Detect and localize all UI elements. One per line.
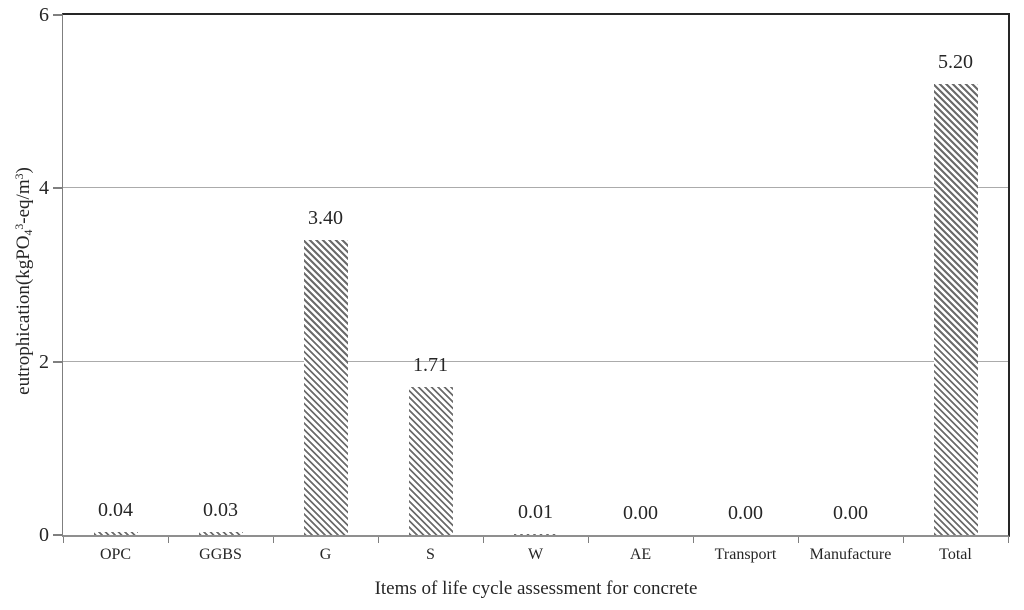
y-axis-tick-label: 2 — [39, 350, 49, 373]
x-axis-tick — [693, 537, 694, 543]
value-label: 5.20 — [938, 51, 973, 74]
gridline — [63, 360, 1008, 362]
category-label-ae: AE — [629, 546, 652, 563]
value-label: 0.00 — [623, 502, 658, 524]
y-axis-label: eutrophication(kgPO43-eq/m3) — [8, 121, 35, 441]
category-label-total: Total — [939, 546, 972, 563]
value-label: 0.03 — [203, 499, 238, 522]
y-axis-tick — [53, 187, 62, 190]
x-axis-tick — [168, 537, 169, 543]
y-axis-tick — [53, 14, 62, 16]
plot-area: 0.04 0.03 3.40 1.71 0.01 0.00 0.00 0.00 5.20 — [62, 13, 1010, 537]
x-axis-tick — [483, 537, 484, 543]
x-axis-tick — [903, 537, 904, 543]
y-axis-tick — [53, 534, 62, 536]
value-label: 0.00 — [833, 502, 868, 524]
category-label-transport: Transport — [714, 546, 777, 563]
category-label-opc: OPC — [99, 546, 132, 563]
y-axis-label-text: ) — [12, 167, 34, 174]
bar-opc — [93, 531, 138, 535]
value-label: 0.01 — [518, 501, 553, 524]
category-label-g: G — [319, 546, 332, 563]
x-axis-tick — [1008, 537, 1009, 543]
value-label: 3.40 — [308, 207, 343, 230]
y-axis-tick — [53, 360, 62, 363]
y-axis-tick-label: 4 — [39, 177, 49, 200]
x-axis-tick — [273, 537, 274, 543]
x-axis-tick — [63, 537, 64, 543]
value-label: 0.00 — [728, 502, 763, 524]
y-axis-label-superscript: 3 — [13, 223, 26, 230]
bar-s — [408, 386, 453, 535]
value-label: 0.04 — [98, 498, 133, 521]
x-axis-title: Items of life cycle assessment for concr… — [374, 578, 698, 599]
category-label-ggbs: GGBS — [199, 546, 242, 563]
category-label-manufacture: Manufacture — [809, 546, 892, 563]
x-axis-tick — [378, 537, 379, 543]
category-label-w: W — [527, 546, 544, 563]
y-axis-tick-label: 0 — [39, 524, 49, 546]
category-label-s: S — [426, 546, 435, 563]
bar-ggbs — [198, 532, 243, 535]
value-label: 1.71 — [413, 353, 448, 376]
y-axis-tick-label: 6 — [39, 4, 49, 26]
bar-total — [933, 84, 978, 535]
gridline — [63, 187, 1008, 189]
bar-w — [513, 534, 558, 535]
bar-g — [303, 240, 348, 535]
x-axis-tick — [588, 537, 589, 543]
y-axis-label-subscript: 4 — [21, 229, 35, 236]
x-axis-tick — [798, 537, 799, 543]
